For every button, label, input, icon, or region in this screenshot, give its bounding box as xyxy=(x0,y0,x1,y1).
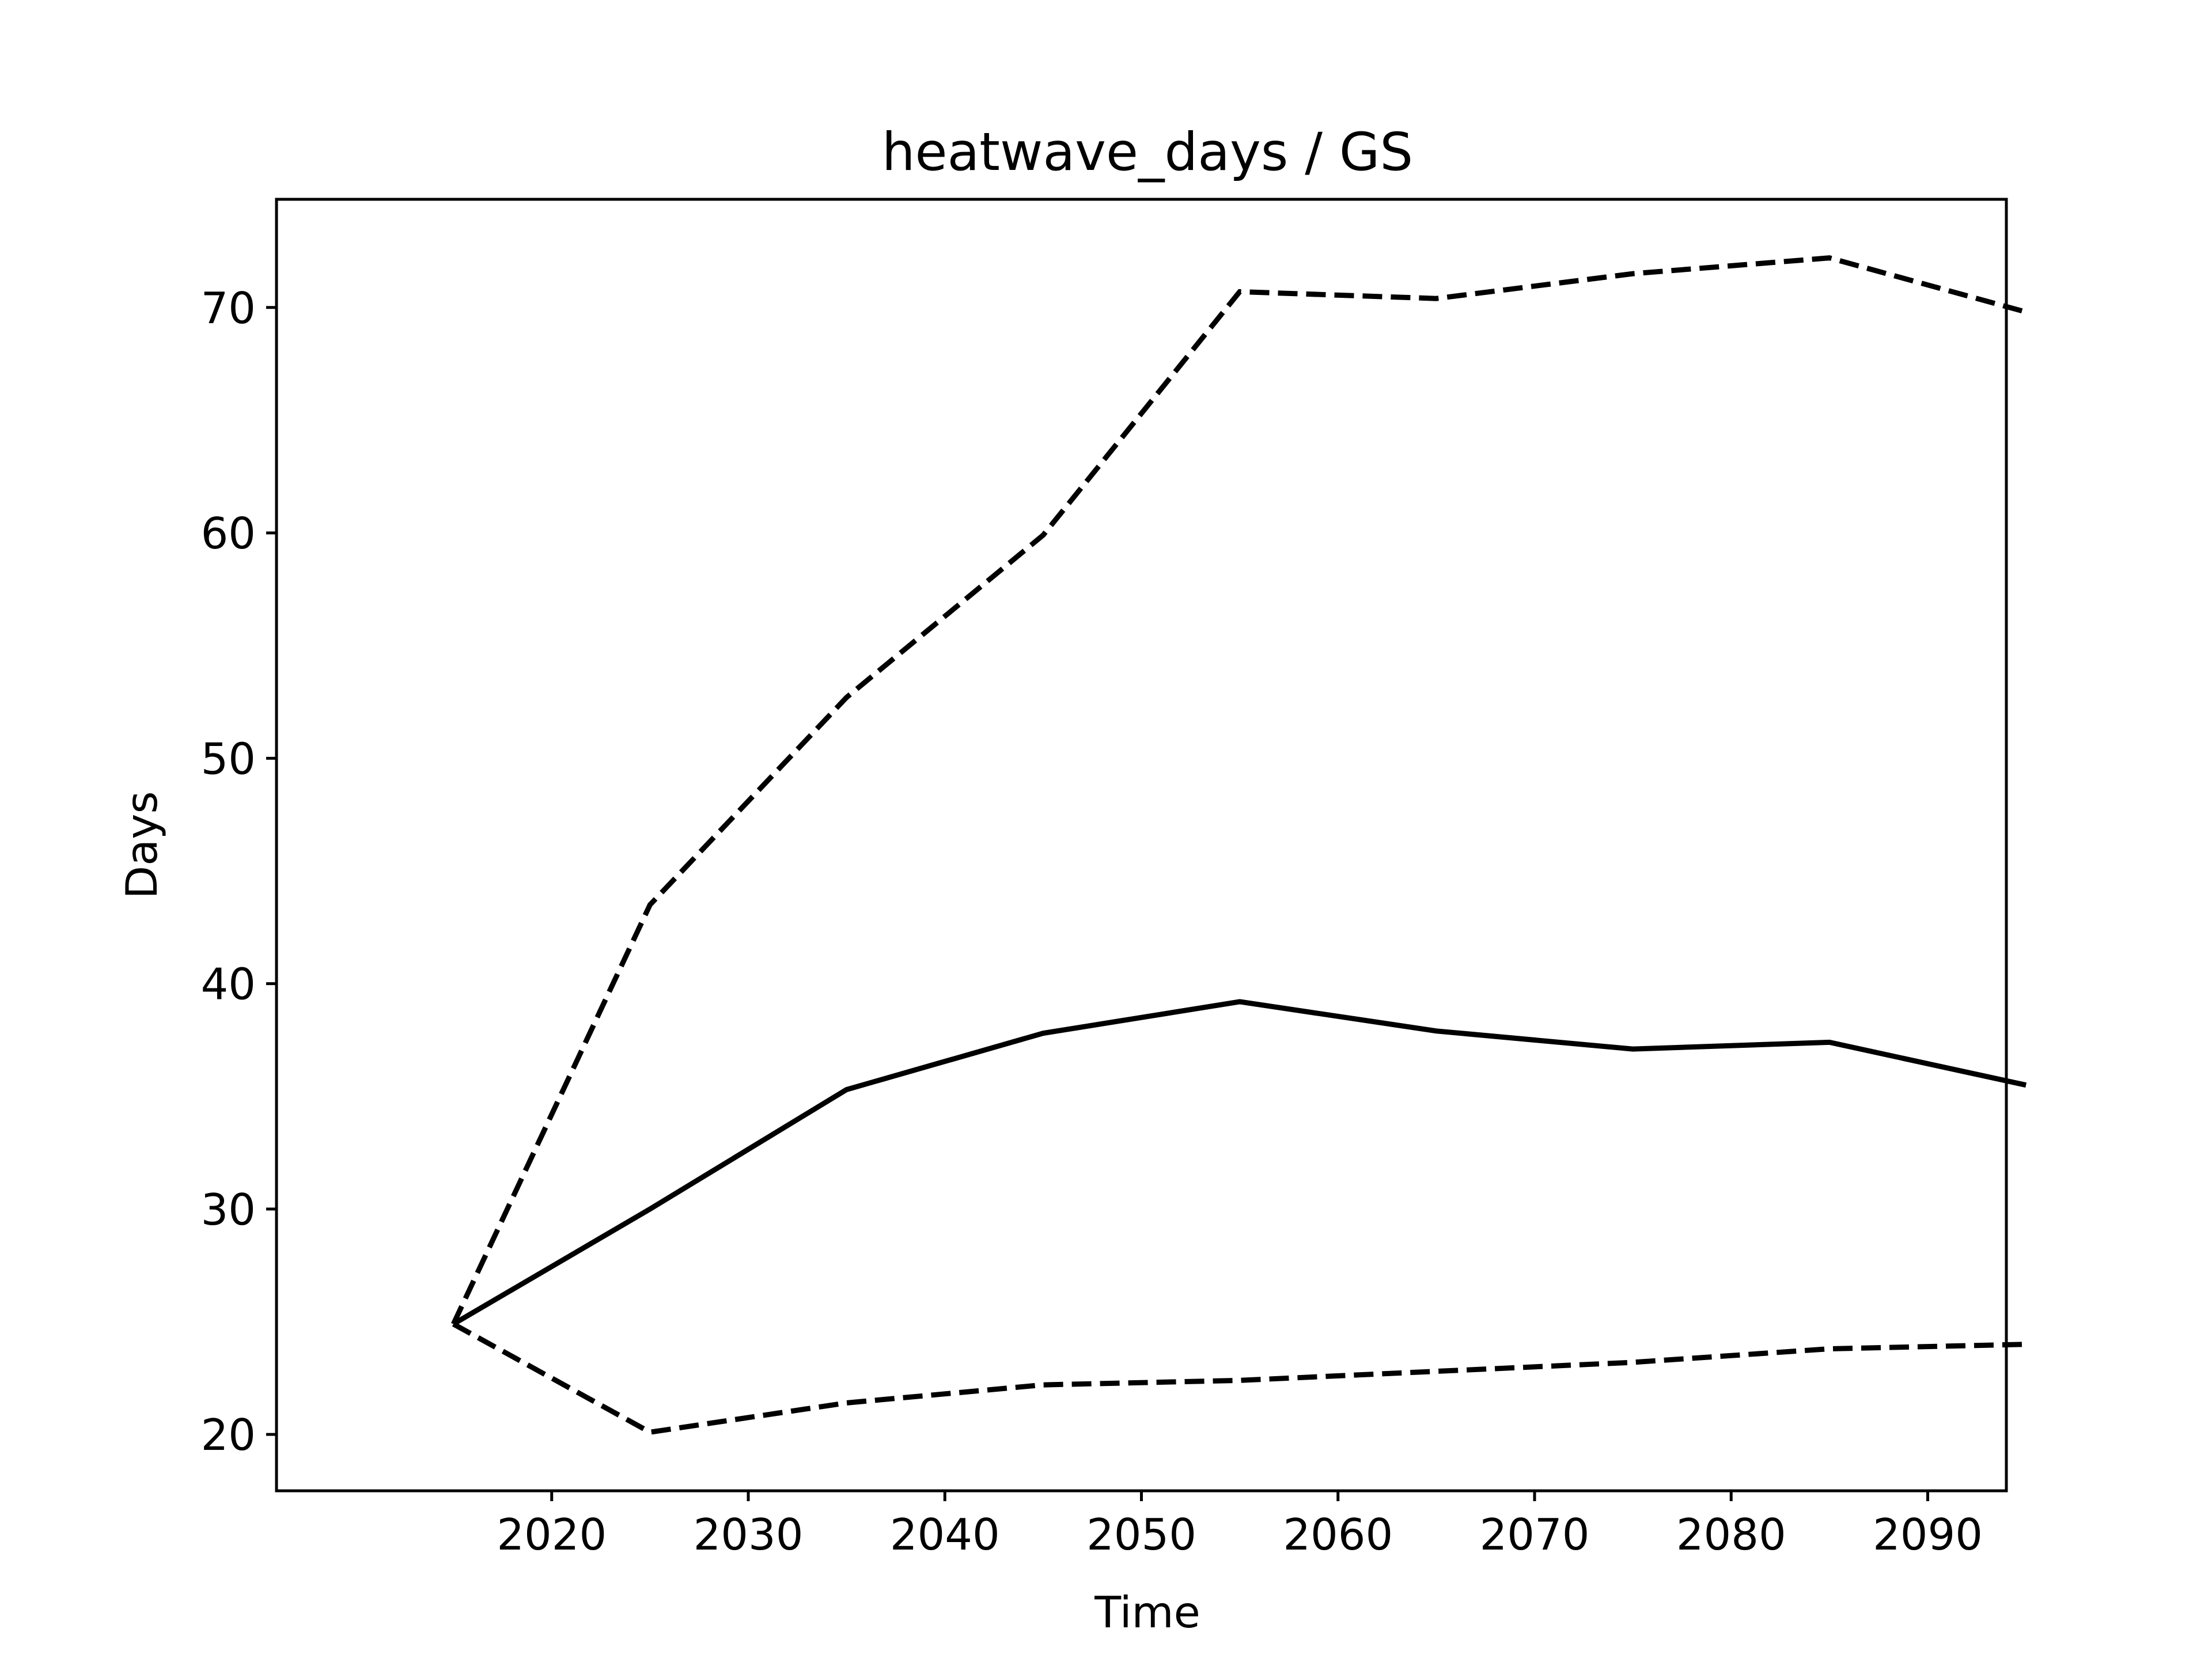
x-tick-label: 2090 xyxy=(1873,1509,1983,1560)
y-tick-label: 40 xyxy=(201,959,256,1010)
series-line-1-dashed xyxy=(451,255,2027,1325)
series-layer xyxy=(451,255,2027,1435)
x-axis: 2020 2030 2040 2050 2060 2070 2080 2090 xyxy=(497,1491,1983,1560)
x-tick-label: 2080 xyxy=(1676,1509,1786,1560)
y-tick-label: 70 xyxy=(201,283,256,334)
x-tick-label: 2030 xyxy=(694,1509,804,1560)
y-tick-label: 30 xyxy=(201,1184,256,1235)
plot-area xyxy=(275,198,2008,1493)
y-tick-label: 50 xyxy=(201,733,256,784)
x-tick-label: 2040 xyxy=(890,1509,1000,1560)
x-tick-label: 2050 xyxy=(1086,1509,1196,1560)
y-axis-label: Days xyxy=(116,791,167,899)
axes-frame xyxy=(275,198,2008,1493)
series-line-2-dashed xyxy=(452,1321,2027,1435)
y-tick-label: 60 xyxy=(201,508,256,559)
y-axis: 20 30 40 50 60 70 xyxy=(201,283,276,1460)
x-tick-label: 2020 xyxy=(497,1509,607,1560)
chart-title: heatwave_days / GS xyxy=(882,122,1413,183)
x-tick-label: 2070 xyxy=(1480,1509,1590,1560)
series-line-0-solid xyxy=(452,999,2027,1327)
y-tick-label: 20 xyxy=(201,1410,256,1460)
x-tick-label: 2060 xyxy=(1283,1509,1393,1560)
x-axis-label: Time xyxy=(1094,1587,1200,1638)
